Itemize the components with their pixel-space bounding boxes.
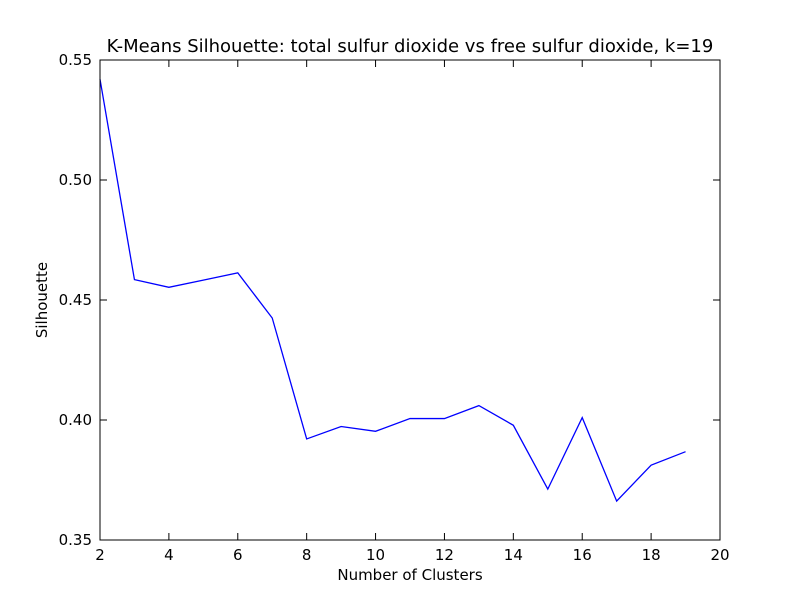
y-tick-label: 0.55 <box>59 51 92 69</box>
x-tick-label: 4 <box>164 546 174 564</box>
x-tick-label: 10 <box>366 546 385 564</box>
x-tick-label: 12 <box>435 546 454 564</box>
x-tick-label: 2 <box>95 546 105 564</box>
x-tick-label: 18 <box>642 546 661 564</box>
x-tick-label: 8 <box>302 546 312 564</box>
chart-title: K-Means Silhouette: total sulfur dioxide… <box>107 36 714 57</box>
x-tick-label: 16 <box>573 546 592 564</box>
x-tick-label: 20 <box>710 546 729 564</box>
x-tick-label: 6 <box>233 546 243 564</box>
x-tick-label: 14 <box>504 546 523 564</box>
y-tick-label: 0.35 <box>59 531 92 549</box>
y-tick-label: 0.50 <box>59 171 92 189</box>
x-axis-label: Number of Clusters <box>337 566 482 584</box>
y-axis-label: Silhouette <box>33 262 51 338</box>
y-tick-label: 0.45 <box>59 291 92 309</box>
y-tick-label: 0.40 <box>59 411 92 429</box>
series-line-0 <box>99 79 686 503</box>
plot-area: 2 4 6 8 10 12 14 16 18 20 0.35 0.40 0.45 0.50 0.55 <box>59 51 730 564</box>
